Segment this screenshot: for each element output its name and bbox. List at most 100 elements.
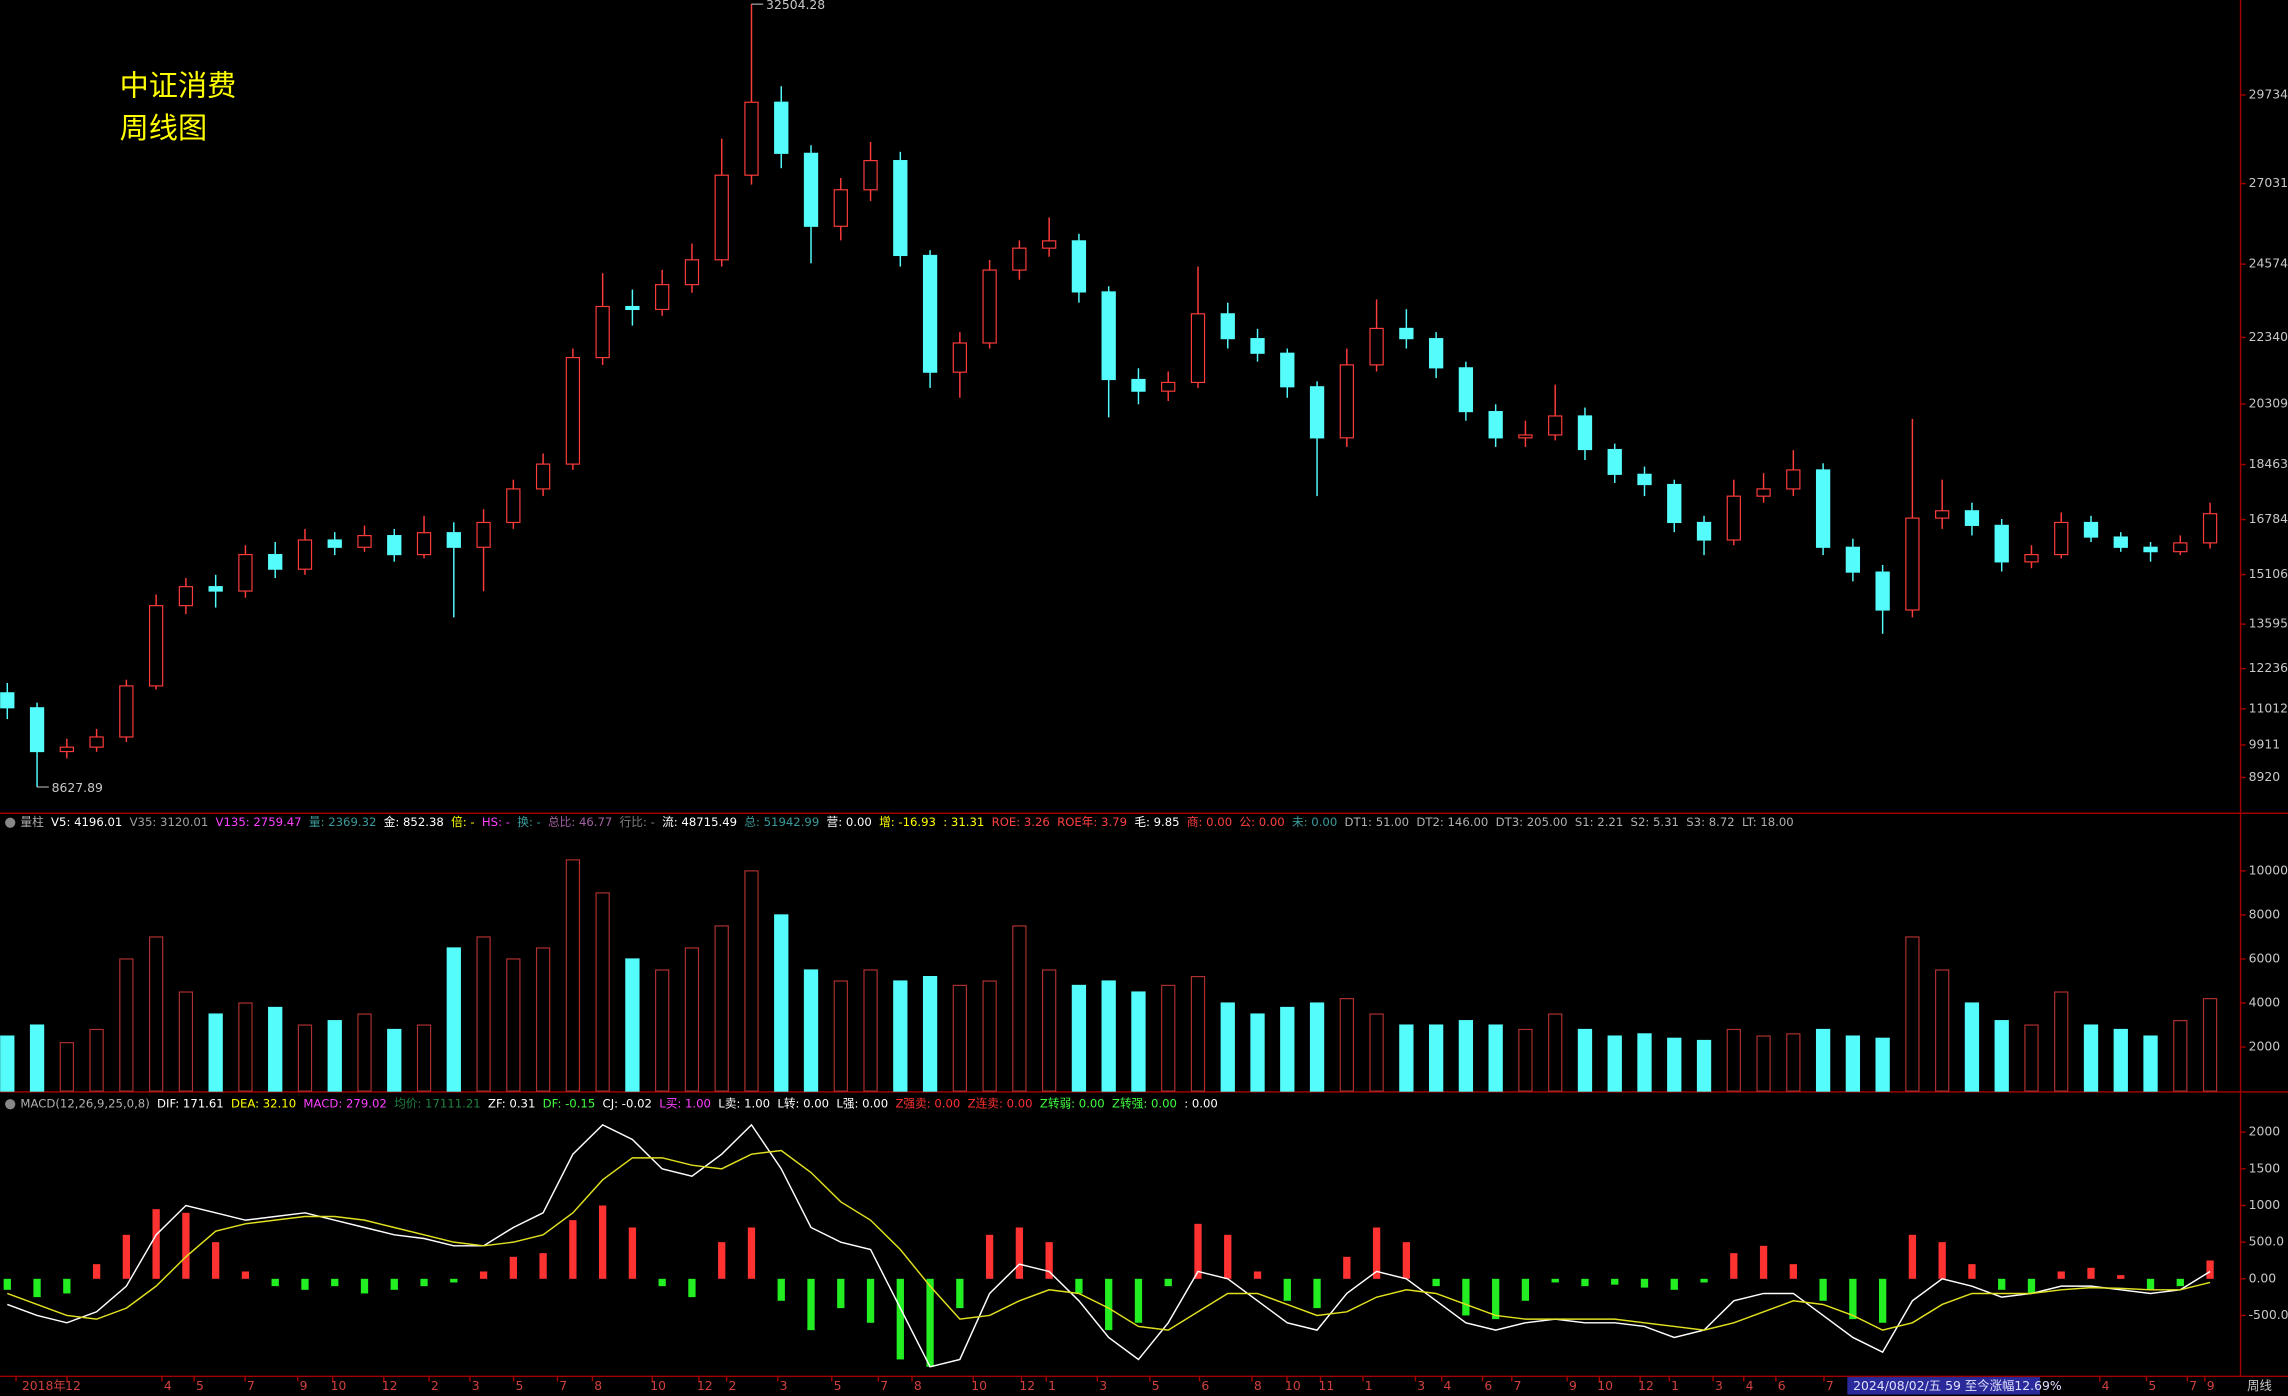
x-tick-label: 4 [164, 1378, 172, 1393]
volume-bar [357, 1013, 372, 1092]
candle-body [595, 305, 610, 359]
indicator-label: : 31.31 [943, 815, 984, 829]
candle-body [1726, 495, 1741, 541]
candle-body [2024, 554, 2039, 563]
y-tick-label: 4000 [2249, 995, 2281, 1010]
macd-bar [1134, 1278, 1143, 1323]
indicator-label: V35: 3120.01 [130, 815, 209, 829]
x-tick-label: 11 [1319, 1378, 1335, 1393]
volume-bar [1994, 1020, 2009, 1092]
candle-body [268, 554, 283, 570]
macd-bar [1938, 1242, 1946, 1279]
candle-body [833, 189, 848, 227]
volume-bar [2083, 1024, 2099, 1092]
volume-bar [178, 991, 194, 1092]
volume-bar [803, 969, 819, 1092]
macd-bar [956, 1278, 964, 1309]
y-tick-label: 13595 [2249, 616, 2288, 631]
period-label[interactable]: 周线 [2247, 1378, 2272, 1393]
panel-icon[interactable] [5, 1099, 16, 1110]
x-tick-label: 7 [880, 1378, 888, 1393]
volume-bar [1905, 936, 1920, 1092]
candle-body [744, 101, 759, 176]
macd-bar [718, 1242, 726, 1279]
x-tick-label: 5 [1152, 1378, 1160, 1393]
candle-body [2113, 536, 2128, 548]
panel-icon[interactable] [5, 817, 16, 828]
indicator-label: MACD(12,26,9,25,0,8) [20, 1097, 149, 1111]
indicator-label: LT: 18.00 [1742, 815, 1794, 829]
macd-bar [92, 1264, 101, 1279]
indicator-label: 行比: - [620, 815, 655, 829]
x-tick-label: 5 [2148, 1378, 2156, 1393]
volume-bar [1339, 998, 1354, 1092]
indicator-label: : 0.00 [1184, 1097, 1218, 1111]
macd-bar [1075, 1278, 1083, 1294]
candle-body [387, 535, 402, 556]
volume-bar [1548, 1013, 1563, 1092]
volume-bar [535, 947, 551, 1092]
candle-body [1994, 524, 2009, 563]
macd-bar [3, 1278, 11, 1290]
candle-body [1667, 483, 1682, 524]
macd-bar [1640, 1278, 1649, 1288]
macd-bar [747, 1227, 756, 1279]
volume-bar [0, 1035, 15, 1092]
x-tick-label: 1 [1365, 1378, 1373, 1393]
volume-bar [833, 980, 848, 1092]
y-tick-label: 18463 [2249, 456, 2288, 471]
candle-body [1101, 291, 1116, 381]
x-tick-label: 9 [1569, 1378, 1577, 1393]
macd-bar [1105, 1278, 1113, 1331]
candle-body [1369, 327, 1384, 366]
volume-bar [2202, 998, 2218, 1092]
volume-bar [1280, 1006, 1295, 1092]
x-tick-label: 9 [300, 1378, 308, 1393]
volume-bar [29, 1024, 45, 1092]
volume-bar [2113, 1028, 2128, 1092]
macd-bar [212, 1242, 220, 1279]
candle-body [2054, 521, 2069, 556]
indicator-label: 营: 0.00 [827, 815, 872, 829]
y-tick-label: 8920 [2249, 769, 2281, 784]
volume-bar [208, 1013, 223, 1092]
y-tick-label: 11012 [2249, 700, 2288, 715]
macd-bar [807, 1278, 815, 1331]
macd-bar [1313, 1278, 1321, 1309]
candle-body [1905, 517, 1920, 611]
volume-bar [1875, 1037, 1890, 1092]
indicator-label: CJ: -0.02 [603, 1097, 652, 1111]
indicator-label: L买: 1.00 [659, 1097, 711, 1111]
volume-bar [297, 1024, 313, 1092]
volume-bar [922, 976, 938, 1092]
candle-body [1786, 469, 1801, 490]
x-tick-label: 12 [697, 1378, 713, 1393]
volume-bar [565, 859, 581, 1092]
volume-bar [1220, 1002, 1235, 1092]
candle-body [1964, 510, 1980, 526]
macd-bar [1253, 1271, 1262, 1279]
candle-body [1756, 488, 1771, 497]
macd-bar [2057, 1271, 2065, 1279]
indicator-label: 流: 48715.49 [662, 815, 737, 829]
volume-bar [148, 936, 164, 1092]
x-tick-label: 5 [834, 1378, 842, 1393]
macd-bar [1372, 1227, 1381, 1279]
indicator-label: ROE年: 3.79 [1057, 815, 1127, 829]
volume-bar [268, 1006, 283, 1092]
candle-body [1250, 338, 1265, 354]
x-tick-label: 12 [382, 1378, 398, 1393]
volume-bar [1815, 1028, 1831, 1092]
candle-body [1815, 469, 1831, 548]
candle-body [148, 605, 164, 687]
candle-body [2083, 521, 2099, 538]
x-tick-label: 10 [971, 1378, 987, 1393]
y-tick-label: 27031 [2249, 175, 2288, 190]
candle-body [1042, 240, 1057, 249]
volume-bar [2024, 1024, 2039, 1092]
candle-body [178, 586, 194, 607]
x-tick-label: 4 [1444, 1378, 1452, 1393]
candle-body [29, 707, 45, 753]
y-tick-label: 2000 [2249, 1039, 2281, 1054]
